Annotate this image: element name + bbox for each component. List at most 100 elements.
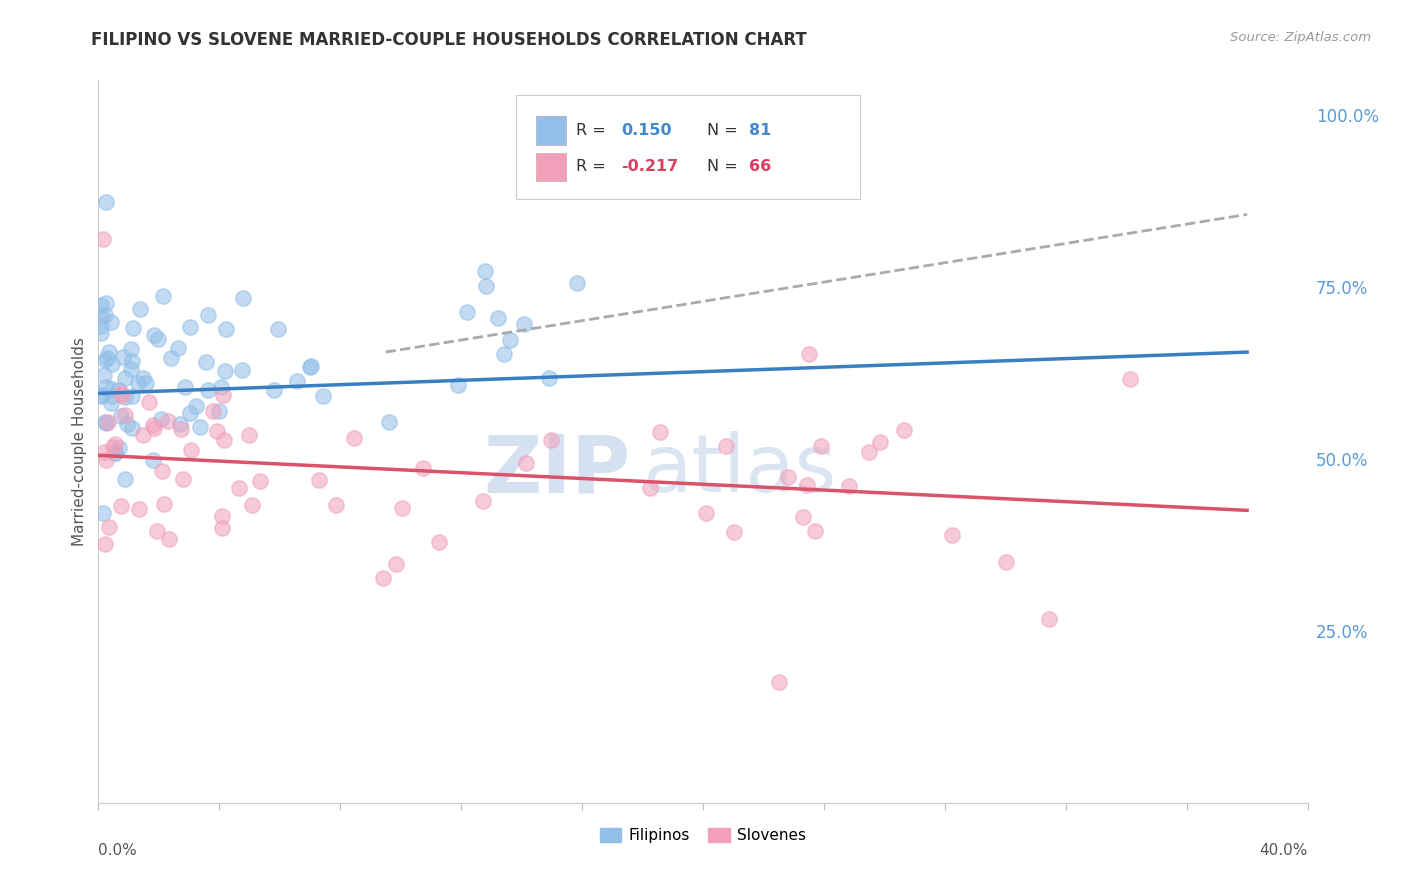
Point	[384, 557, 406, 571]
Point	[94, 352, 117, 367]
Point	[498, 333, 520, 347]
Point	[169, 417, 191, 431]
Point	[90, 389, 112, 403]
Point	[148, 332, 170, 346]
Point	[325, 498, 347, 512]
Point	[96, 351, 118, 366]
Point	[228, 481, 250, 495]
Text: 0.0%: 0.0%	[98, 843, 138, 857]
Point	[240, 499, 263, 513]
FancyBboxPatch shape	[516, 95, 860, 200]
Point	[121, 321, 143, 335]
Point	[157, 533, 180, 547]
Text: 81: 81	[749, 123, 772, 138]
Point	[391, 500, 413, 515]
Point	[141, 453, 163, 467]
Text: R =: R =	[576, 123, 606, 138]
Point	[153, 497, 176, 511]
Text: -0.217: -0.217	[621, 160, 678, 175]
Point	[101, 358, 124, 372]
Point	[170, 422, 193, 436]
Point	[537, 371, 560, 385]
Point	[132, 371, 155, 385]
Point	[180, 442, 202, 457]
Point	[1118, 372, 1140, 386]
Point	[93, 308, 115, 322]
Point	[104, 446, 127, 460]
Point	[893, 423, 915, 437]
Point	[91, 388, 114, 402]
Point	[98, 345, 121, 359]
Point	[212, 434, 235, 448]
Bar	[536, 116, 567, 145]
Point	[941, 528, 963, 542]
Point	[723, 525, 745, 540]
Point	[121, 389, 143, 403]
Point	[110, 499, 132, 513]
Point	[138, 395, 160, 409]
Point	[804, 524, 827, 539]
Point	[714, 439, 737, 453]
Point	[115, 417, 138, 431]
Point	[211, 509, 233, 524]
Point	[513, 317, 536, 331]
Point	[201, 403, 224, 417]
Point	[114, 371, 136, 385]
Point	[792, 509, 814, 524]
Point	[312, 389, 335, 403]
Point	[152, 289, 174, 303]
Point	[1038, 612, 1060, 626]
Point	[298, 359, 321, 374]
Point	[96, 380, 118, 394]
Point	[108, 384, 131, 398]
Point	[93, 368, 115, 382]
Point	[778, 470, 800, 484]
Point	[157, 413, 180, 427]
Point	[94, 537, 117, 551]
Point	[160, 351, 183, 365]
Text: atlas: atlas	[643, 432, 837, 509]
Point	[100, 382, 122, 396]
Point	[515, 456, 537, 470]
Point	[128, 502, 150, 516]
Point	[638, 482, 661, 496]
Point	[121, 421, 143, 435]
Point	[104, 445, 127, 459]
Y-axis label: Married-couple Households: Married-couple Households	[72, 337, 87, 546]
Point	[695, 506, 717, 520]
Point	[121, 354, 143, 368]
Point	[110, 409, 132, 423]
Point	[127, 376, 149, 390]
Point	[111, 388, 134, 402]
Point	[93, 415, 115, 429]
Point	[207, 404, 229, 418]
Point	[211, 521, 233, 535]
Point	[263, 383, 285, 397]
Text: Source: ZipAtlas.com: Source: ZipAtlas.com	[1230, 31, 1371, 45]
Point	[174, 380, 197, 394]
Point	[858, 445, 880, 459]
Point	[150, 465, 173, 479]
Point	[131, 428, 153, 442]
Point	[90, 298, 112, 312]
Point	[96, 453, 118, 467]
Legend: Filipinos, Slovenes: Filipinos, Slovenes	[593, 822, 813, 849]
Point	[143, 328, 166, 343]
Point	[232, 291, 254, 305]
Point	[308, 473, 330, 487]
Point	[100, 396, 122, 410]
Point	[110, 386, 132, 401]
Point	[810, 438, 832, 452]
Point	[768, 675, 790, 690]
Point	[100, 389, 122, 403]
Point	[838, 479, 860, 493]
Point	[565, 277, 588, 291]
Point	[285, 374, 308, 388]
Point	[796, 478, 818, 492]
Point	[104, 436, 127, 450]
Point	[474, 263, 496, 277]
Text: 66: 66	[749, 160, 772, 175]
Point	[100, 315, 122, 329]
Point	[94, 417, 117, 431]
Point	[412, 461, 434, 475]
